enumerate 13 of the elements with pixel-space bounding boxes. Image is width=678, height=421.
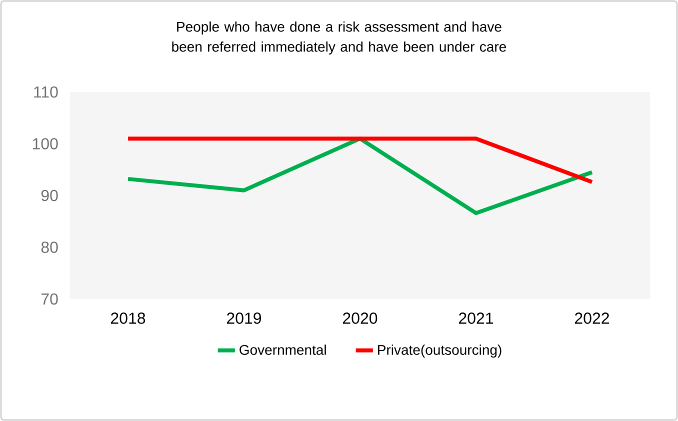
x-tick-label: 2020 <box>343 312 378 324</box>
y-tick-label: 110 <box>34 86 58 98</box>
y-tick-label: 100 <box>32 138 58 150</box>
y-tick-label: 70 <box>41 293 58 305</box>
legend-label: Private(outsourcing) <box>378 344 502 358</box>
x-tick-label: 2019 <box>227 312 262 324</box>
x-tick-label: 2018 <box>111 312 146 324</box>
x-tick-label: 2022 <box>575 312 609 324</box>
x-tick-label: 2021 <box>459 312 493 324</box>
y-tick-label: 90 <box>41 190 58 202</box>
y-tick-label: 80 <box>41 242 58 253</box>
legend-label: Governmental <box>240 344 326 355</box>
chart-title: People who have done a risk assessment and have been referred immediately and have been under care <box>172 21 506 55</box>
